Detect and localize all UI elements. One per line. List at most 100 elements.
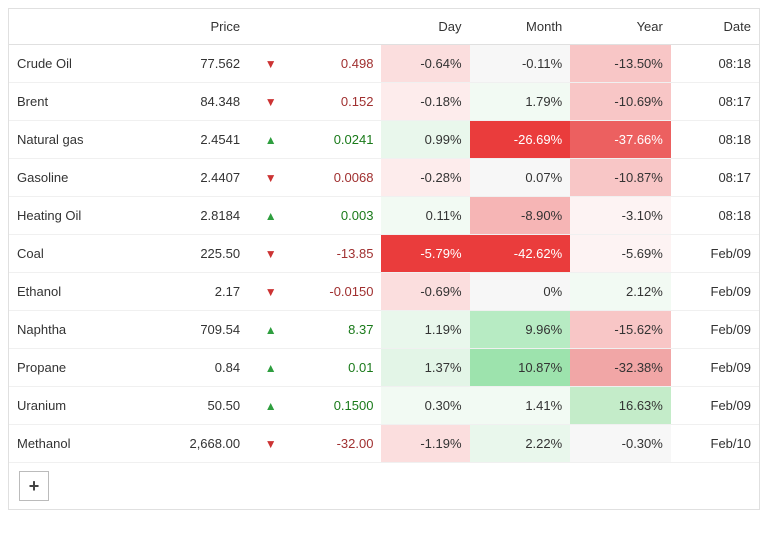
arrow-up-icon: ▲ <box>265 209 277 223</box>
change-value: -0.0150 <box>293 273 381 311</box>
direction-cell: ▲ <box>248 349 293 387</box>
year-pct: -5.69% <box>570 235 671 273</box>
table-row[interactable]: Ethanol2.17▼-0.0150-0.69%0%2.12%Feb/09 <box>9 273 759 311</box>
year-pct: -15.62% <box>570 311 671 349</box>
arrow-down-icon: ▼ <box>265 247 277 261</box>
commodity-name[interactable]: Methanol <box>9 425 147 463</box>
date-value: Feb/09 <box>671 387 759 425</box>
header-price[interactable]: Price <box>147 9 248 45</box>
price-value: 2,668.00 <box>147 425 248 463</box>
date-value: Feb/09 <box>671 349 759 387</box>
month-pct: -26.69% <box>470 121 571 159</box>
month-pct: 0% <box>470 273 571 311</box>
direction-cell: ▼ <box>248 159 293 197</box>
month-pct: -0.11% <box>470 45 571 83</box>
change-value: 0.0068 <box>293 159 381 197</box>
commodity-name[interactable]: Naphtha <box>9 311 147 349</box>
change-value: 0.01 <box>293 349 381 387</box>
day-pct: -0.64% <box>381 45 469 83</box>
arrow-up-icon: ▲ <box>265 399 277 413</box>
table-row[interactable]: Crude Oil77.562▼0.498-0.64%-0.11%-13.50%… <box>9 45 759 83</box>
price-value: 2.17 <box>147 273 248 311</box>
arrow-up-icon: ▲ <box>265 361 277 375</box>
change-value: 0.152 <box>293 83 381 121</box>
change-value: -13.85 <box>293 235 381 273</box>
price-value: 709.54 <box>147 311 248 349</box>
table-row[interactable]: Natural gas2.4541▲0.02410.99%-26.69%-37.… <box>9 121 759 159</box>
header-dir <box>248 9 293 45</box>
month-pct: 10.87% <box>470 349 571 387</box>
month-pct: 0.07% <box>470 159 571 197</box>
arrow-down-icon: ▼ <box>265 437 277 451</box>
direction-cell: ▼ <box>248 83 293 121</box>
table-row[interactable]: Propane0.84▲0.011.37%10.87%-32.38%Feb/09 <box>9 349 759 387</box>
change-value: -32.00 <box>293 425 381 463</box>
year-pct: -3.10% <box>570 197 671 235</box>
arrow-up-icon: ▲ <box>265 323 277 337</box>
header-name[interactable] <box>9 9 147 45</box>
day-pct: -0.69% <box>381 273 469 311</box>
commodity-name[interactable]: Natural gas <box>9 121 147 159</box>
commodities-table: Price Day Month Year Date Crude Oil77.56… <box>9 9 759 463</box>
price-value: 84.348 <box>147 83 248 121</box>
direction-cell: ▲ <box>248 121 293 159</box>
price-value: 225.50 <box>147 235 248 273</box>
add-button[interactable]: + <box>19 471 49 501</box>
month-pct: 1.79% <box>470 83 571 121</box>
direction-cell: ▲ <box>248 197 293 235</box>
day-pct: 0.30% <box>381 387 469 425</box>
direction-cell: ▲ <box>248 387 293 425</box>
arrow-down-icon: ▼ <box>265 171 277 185</box>
arrow-up-icon: ▲ <box>265 133 277 147</box>
direction-cell: ▼ <box>248 235 293 273</box>
table-row[interactable]: Coal225.50 ▼ -13.85-5.79%-42.62%-5.69%Feb/… <box>9 235 759 273</box>
day-pct: -5.79% <box>381 235 469 273</box>
day-pct: 1.37% <box>381 349 469 387</box>
day-pct: -0.18% <box>381 83 469 121</box>
year-pct: 16.63% <box>570 387 671 425</box>
commodity-name[interactable]: Crude Oil <box>9 45 147 83</box>
year-pct: -0.30% <box>570 425 671 463</box>
commodity-name[interactable]: Brent <box>9 83 147 121</box>
date-value: Feb/09 <box>671 235 759 273</box>
table-footer: + <box>9 463 759 509</box>
direction-cell: ▲ <box>248 311 293 349</box>
header-year[interactable]: Year <box>570 9 671 45</box>
month-pct: 1.41% <box>470 387 571 425</box>
change-value: 0.0241 <box>293 121 381 159</box>
table-row[interactable]: Gasoline2.4407▼0.0068-0.28%0.07%-10.87%0… <box>9 159 759 197</box>
header-day[interactable]: Day <box>381 9 469 45</box>
change-value: 0.1500 <box>293 387 381 425</box>
commodity-name[interactable]: Uranium <box>9 387 147 425</box>
price-value: 2.4541 <box>147 121 248 159</box>
header-month[interactable]: Month <box>470 9 571 45</box>
year-pct: -10.69% <box>570 83 671 121</box>
direction-cell: ▼ <box>248 45 293 83</box>
year-pct: -10.87% <box>570 159 671 197</box>
commodities-table-container: Price Day Month Year Date Crude Oil77.56… <box>8 8 760 510</box>
commodity-name[interactable]: Heating Oil <box>9 197 147 235</box>
date-value: Feb/10 <box>671 425 759 463</box>
price-value: 2.4407 <box>147 159 248 197</box>
date-value: 08:18 <box>671 197 759 235</box>
month-pct: 2.22% <box>470 425 571 463</box>
header-change <box>293 9 381 45</box>
month-pct: -42.62% <box>470 235 571 273</box>
table-row[interactable]: Uranium50.50▲0.15000.30%1.41%16.63%Feb/0… <box>9 387 759 425</box>
table-row[interactable]: Brent84.348▼0.152-0.18%1.79%-10.69%08:17 <box>9 83 759 121</box>
table-row[interactable]: Naphtha709.54▲8.371.19%9.96%-15.62%Feb/0… <box>9 311 759 349</box>
commodity-name[interactable]: Gasoline <box>9 159 147 197</box>
arrow-down-icon: ▼ <box>265 95 277 109</box>
table-row[interactable]: Heating Oil2.8184▲0.0030.11%-8.90%-3.10%… <box>9 197 759 235</box>
table-row[interactable]: Methanol2,668.00▼-32.00-1.19%2.22%-0.30%… <box>9 425 759 463</box>
date-value: Feb/09 <box>671 311 759 349</box>
header-date[interactable]: Date <box>671 9 759 45</box>
arrow-down-icon: ▼ <box>265 285 277 299</box>
year-pct: -13.50% <box>570 45 671 83</box>
commodity-name[interactable]: Coal <box>9 235 147 273</box>
date-value: 08:17 <box>671 159 759 197</box>
direction-cell: ▼ <box>248 425 293 463</box>
commodity-name[interactable]: Propane <box>9 349 147 387</box>
commodity-name[interactable]: Ethanol <box>9 273 147 311</box>
year-pct: -32.38% <box>570 349 671 387</box>
